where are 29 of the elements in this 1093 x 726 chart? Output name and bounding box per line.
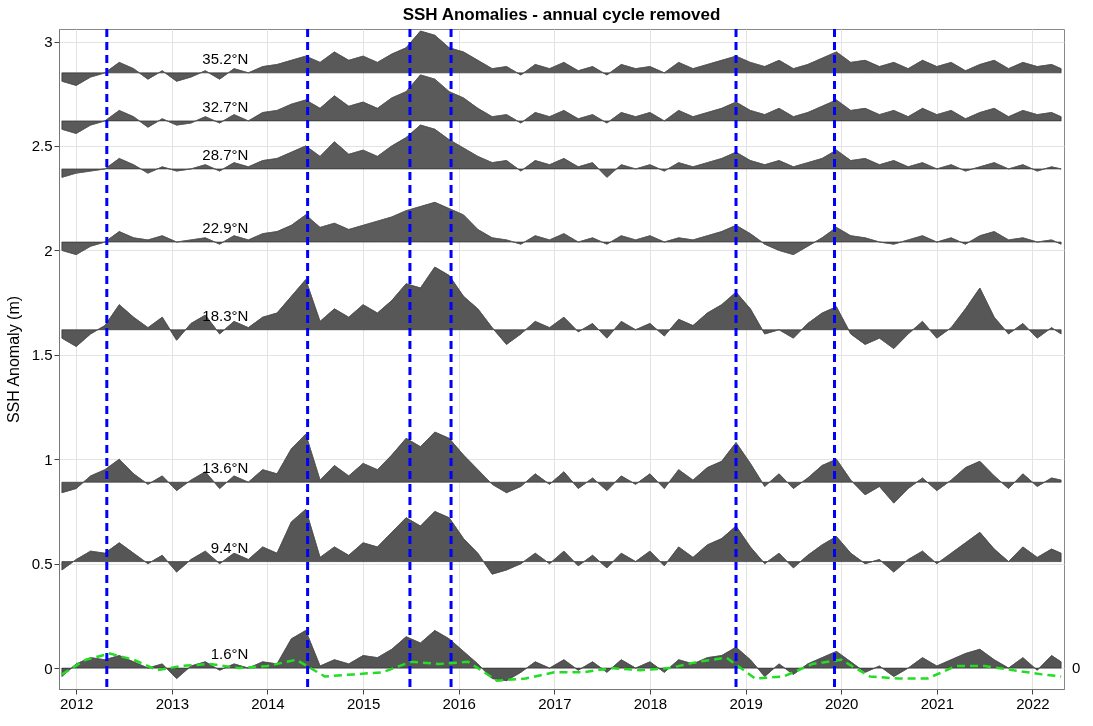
chart-title: SSH Anomalies - annual cycle removed	[402, 4, 721, 24]
y-axis-title: SSH Anomaly (m)	[4, 295, 22, 424]
x-tick-label: 2017	[538, 694, 572, 712]
series-label: 13.6°N	[202, 459, 249, 477]
x-tick-label: 2013	[155, 694, 190, 712]
x-tick-label: 2016	[442, 694, 476, 712]
series-label: 35.2°N	[202, 49, 249, 67]
y-tick-label: 2.5	[31, 137, 53, 155]
y-tick-label: 1.5	[31, 346, 53, 364]
y-tick-label: 1	[44, 450, 53, 468]
series-label: 32.7°N	[202, 97, 249, 115]
text: 0	[1072, 659, 1081, 677]
y-tick-label: 0	[44, 659, 53, 677]
series-label: 1.6°N	[210, 645, 249, 663]
series-label: 28.7°N	[202, 145, 249, 163]
y-tick-label: 3	[44, 33, 53, 51]
x-tick-label: 2021	[920, 694, 955, 712]
x-tick-label: 2015	[346, 694, 381, 712]
x-tick-label: 2012	[60, 694, 94, 712]
series-label: 9.4°N	[210, 538, 249, 556]
series-label: 18.3°N	[202, 306, 249, 324]
x-tick-label: 2022	[1016, 694, 1050, 712]
x-tick-label: 2020	[825, 694, 859, 712]
x-tick-label: 2019	[729, 694, 763, 712]
y-tick-label: 0.5	[31, 555, 53, 573]
y-tick-label: 2	[44, 241, 53, 259]
series-label: 22.9°N	[202, 219, 249, 237]
x-tick-label: 2018	[633, 694, 668, 712]
x-tick-label: 2014	[251, 694, 285, 712]
